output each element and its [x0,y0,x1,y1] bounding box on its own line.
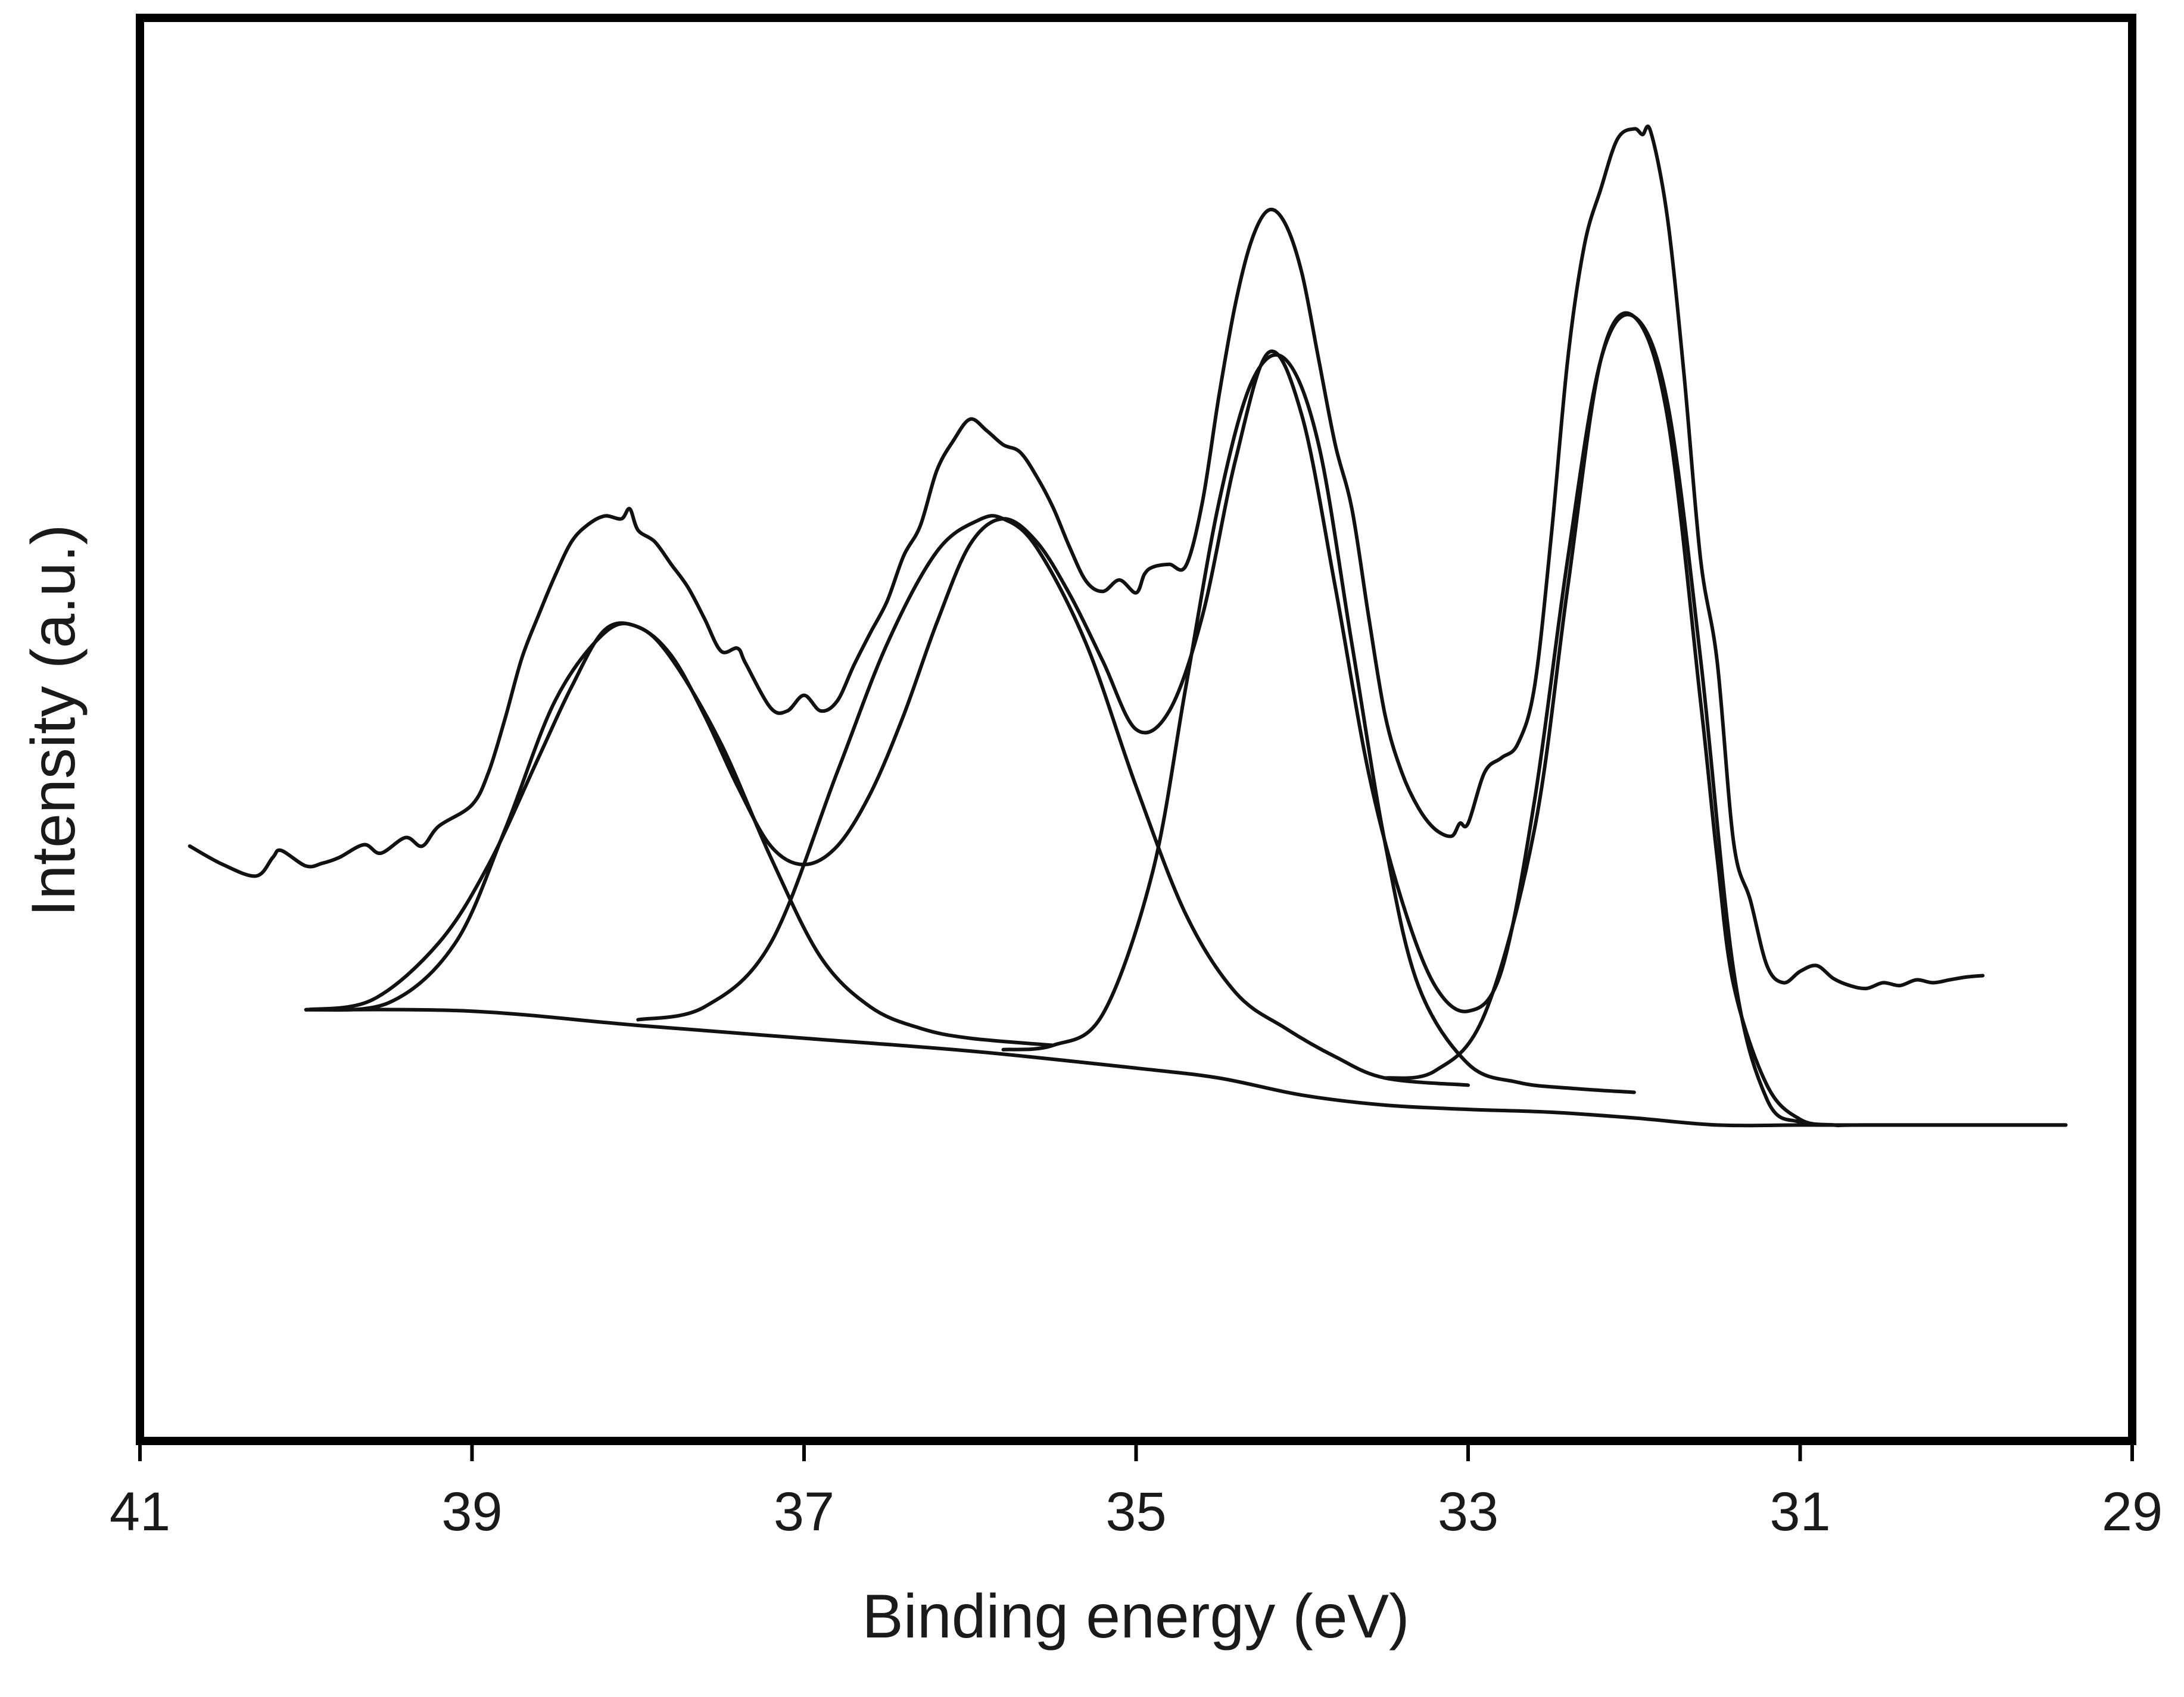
x-tick-label: 35 [1105,1481,1166,1542]
peak-2-line [636,514,1470,1087]
x-tick-label: 37 [774,1481,834,1542]
x-tick-label: 39 [441,1481,502,1542]
x-axis-title: Binding energy (eV) [862,1582,1409,1651]
x-tick-label: 33 [1438,1481,1498,1542]
x-tick-label: 31 [1769,1481,1830,1542]
plot-area [188,124,2068,1128]
measured-spectrum-line [188,124,1985,991]
x-axis: 41 39 37 35 33 31 29 [110,1441,2163,1542]
peak-1-line [304,622,1055,1047]
background-line [304,1007,2068,1128]
x-tick-label: 41 [110,1481,170,1542]
y-axis-title: Intensity (a.u.) [19,525,88,917]
x-tick-label: 29 [2102,1481,2163,1542]
peak-4-line [1383,311,2068,1128]
peak-3-line [1001,352,1636,1094]
